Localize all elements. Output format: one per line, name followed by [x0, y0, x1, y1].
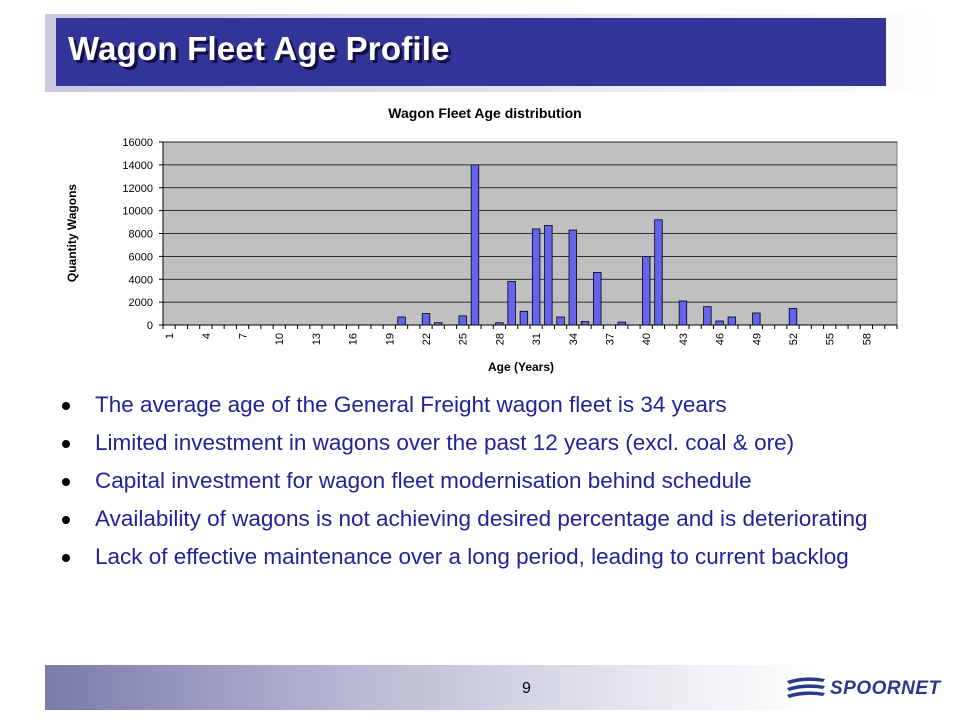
bullet-dot-icon	[62, 554, 70, 562]
x-tick-label: 31	[531, 333, 543, 345]
bullet-text: Limited investment in wagons over the pa…	[95, 430, 795, 455]
x-tick-label: 19	[384, 333, 396, 345]
bullet-dot-icon	[62, 516, 70, 524]
x-tick-label: 37	[605, 333, 617, 345]
bullet-dot-icon	[62, 440, 70, 448]
spoornet-logo-icon	[787, 677, 825, 698]
bar	[556, 316, 565, 326]
bullet-item: Capital investment for wagon fleet moder…	[60, 466, 940, 496]
bar	[397, 316, 406, 326]
y-tick-label: 14000	[122, 160, 153, 172]
bar	[727, 316, 737, 326]
x-tick-label: 40	[641, 333, 653, 345]
bar	[519, 310, 529, 326]
bar	[458, 315, 467, 326]
x-tick-label: 13	[311, 333, 323, 345]
bar	[507, 281, 516, 326]
bar	[544, 225, 553, 326]
chart-title: Wagon Fleet Age distribution	[388, 105, 581, 121]
title-box	[56, 18, 886, 86]
logo-text: SPOORNET	[830, 678, 941, 699]
bullet-item: The average age of the General Freight w…	[60, 390, 940, 420]
bullet-text: Capital investment for wagon fleet moder…	[95, 468, 752, 493]
y-tick-label: 12000	[122, 183, 153, 195]
y-tick-label: 8000	[129, 229, 153, 241]
bar	[752, 312, 761, 326]
bar	[715, 320, 724, 326]
x-axis-label: Age (Years)	[488, 360, 554, 374]
x-tick-label: 46	[715, 333, 727, 345]
x-tick-label: 55	[825, 333, 837, 345]
x-tick-label: 49	[751, 333, 763, 345]
bar	[434, 322, 443, 326]
bar	[470, 164, 480, 326]
x-tick-label: 34	[568, 333, 580, 345]
y-axis-label: Quantity Wagons	[65, 184, 79, 283]
x-tick-label: 28	[494, 333, 506, 345]
x-tick-label: 22	[421, 333, 433, 345]
x-tick-label: 10	[274, 333, 286, 345]
bar	[678, 300, 688, 326]
y-tick-label: 0	[147, 320, 153, 332]
bullet-text: The average age of the General Freight w…	[95, 392, 727, 417]
y-tick-label: 16000	[122, 137, 153, 149]
bar	[531, 228, 541, 326]
bar	[642, 255, 651, 326]
slide-title: Wagon Fleet Age Profile	[68, 30, 450, 67]
wagon-age-chart: Wagon Fleet Age distribution 0 2000 4000 600…	[65, 105, 898, 374]
bullet-item: Lack of effective maintenance over a lon…	[60, 542, 940, 572]
bar	[617, 321, 626, 326]
bar	[421, 313, 431, 326]
x-tick-label: 4	[201, 333, 213, 339]
x-tick-label: 7	[238, 333, 250, 339]
x-tick-label: 43	[678, 333, 690, 345]
bar	[593, 271, 602, 326]
y-tick-label: 6000	[129, 251, 153, 263]
bullet-text: Lack of effective maintenance over a lon…	[95, 544, 849, 569]
bar	[568, 229, 578, 326]
bullet-list: The average age of the General Freight w…	[60, 390, 940, 580]
bullet-dot-icon	[62, 478, 70, 486]
y-tick-label: 2000	[129, 297, 153, 309]
bar	[788, 308, 798, 326]
bar	[580, 321, 590, 326]
bullet-text: Availability of wagons is not achieving …	[95, 506, 868, 531]
x-tick-label: 1	[164, 333, 176, 339]
page-number: 9	[522, 680, 531, 697]
bar	[495, 322, 504, 326]
bullet-item: Availability of wagons is not achieving …	[60, 504, 940, 534]
y-tick-label: 10000	[122, 206, 153, 218]
bullet-dot-icon	[62, 402, 70, 410]
bar	[703, 306, 712, 326]
x-tick-label: 16	[348, 333, 360, 345]
y-tick-label: 4000	[129, 274, 153, 286]
bar	[654, 219, 663, 326]
x-tick-label: 52	[788, 333, 800, 345]
bullet-item: Limited investment in wagons over the pa…	[60, 428, 940, 458]
x-tick-label: 25	[458, 333, 470, 345]
x-tick-label: 58	[861, 333, 873, 345]
